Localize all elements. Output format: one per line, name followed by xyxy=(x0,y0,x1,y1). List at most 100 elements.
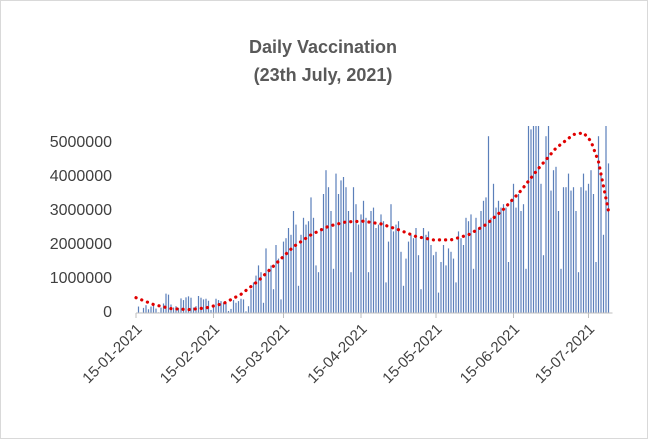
bar xyxy=(425,234,427,313)
bar xyxy=(550,190,552,313)
bar xyxy=(362,200,365,313)
bar xyxy=(577,272,580,313)
bar xyxy=(417,255,420,313)
bar xyxy=(222,302,225,313)
bar xyxy=(472,268,475,313)
bar xyxy=(410,234,412,313)
bar xyxy=(330,211,332,313)
bar xyxy=(455,282,457,313)
bar xyxy=(205,298,207,313)
bar xyxy=(485,197,487,313)
bar xyxy=(245,311,247,313)
bar xyxy=(237,301,240,313)
bar xyxy=(355,204,357,313)
bar xyxy=(405,258,407,313)
bar xyxy=(315,265,317,313)
bar xyxy=(302,217,305,313)
bar xyxy=(310,197,312,313)
bar xyxy=(160,307,162,313)
bar xyxy=(202,299,205,313)
bar xyxy=(282,241,285,313)
bar xyxy=(317,272,320,313)
bar xyxy=(495,207,497,313)
bar xyxy=(387,241,390,313)
bar xyxy=(500,207,502,313)
bar xyxy=(172,307,175,313)
bar xyxy=(585,190,587,313)
bar xyxy=(450,251,452,313)
bar xyxy=(547,126,550,313)
bar xyxy=(242,299,245,313)
bar xyxy=(147,309,150,313)
bar xyxy=(307,221,310,313)
bar xyxy=(502,204,505,313)
bar xyxy=(467,221,470,313)
bar xyxy=(340,180,342,313)
y-tick-label: 0 xyxy=(103,304,112,321)
bar xyxy=(575,211,577,313)
bar xyxy=(517,194,520,313)
bar xyxy=(197,296,200,313)
bar xyxy=(510,200,512,313)
bar xyxy=(597,136,600,313)
bar xyxy=(180,298,182,313)
bar xyxy=(360,214,362,313)
bar xyxy=(295,224,297,313)
bar xyxy=(407,241,410,313)
bar xyxy=(350,272,352,313)
bar xyxy=(152,304,155,313)
bar xyxy=(430,245,432,313)
bar xyxy=(335,173,337,313)
bar xyxy=(357,224,360,313)
bar xyxy=(457,231,460,313)
bar xyxy=(150,306,152,313)
bar xyxy=(480,211,482,313)
bar xyxy=(595,262,597,313)
bar xyxy=(297,285,300,313)
bar xyxy=(452,258,455,313)
bar xyxy=(137,306,140,313)
bar xyxy=(397,221,400,313)
bar xyxy=(292,211,295,313)
bar xyxy=(252,282,255,313)
bar xyxy=(155,308,157,313)
bar xyxy=(377,224,380,313)
bar xyxy=(215,298,217,313)
bar xyxy=(190,297,192,313)
bar xyxy=(592,194,595,313)
bar xyxy=(260,272,262,313)
bar xyxy=(492,183,495,313)
bar xyxy=(145,305,147,313)
bar xyxy=(290,234,292,313)
bar xyxy=(605,126,607,313)
bar xyxy=(412,238,415,313)
bar xyxy=(507,262,510,313)
bar xyxy=(602,234,605,313)
bar xyxy=(535,126,537,314)
bar xyxy=(540,183,542,313)
bar xyxy=(342,177,345,313)
bar xyxy=(277,258,280,313)
bar xyxy=(185,297,187,313)
bar xyxy=(557,211,560,313)
bar xyxy=(380,214,382,313)
bar xyxy=(332,268,335,313)
bar xyxy=(572,187,575,313)
bar xyxy=(482,200,485,313)
y-tick-label: 1000000 xyxy=(50,270,112,287)
bar xyxy=(280,299,282,313)
bar xyxy=(327,187,330,313)
chart-subtitle: (23th July, 2021) xyxy=(254,65,393,85)
bar xyxy=(320,228,322,313)
y-tick-label: 2000000 xyxy=(50,236,112,253)
bar xyxy=(422,228,425,313)
bar xyxy=(305,224,307,313)
bar xyxy=(415,228,417,313)
bar xyxy=(560,268,562,313)
bar xyxy=(470,214,472,313)
bar xyxy=(542,255,545,313)
bar xyxy=(497,200,500,313)
bar xyxy=(177,307,180,313)
bar xyxy=(312,217,315,313)
